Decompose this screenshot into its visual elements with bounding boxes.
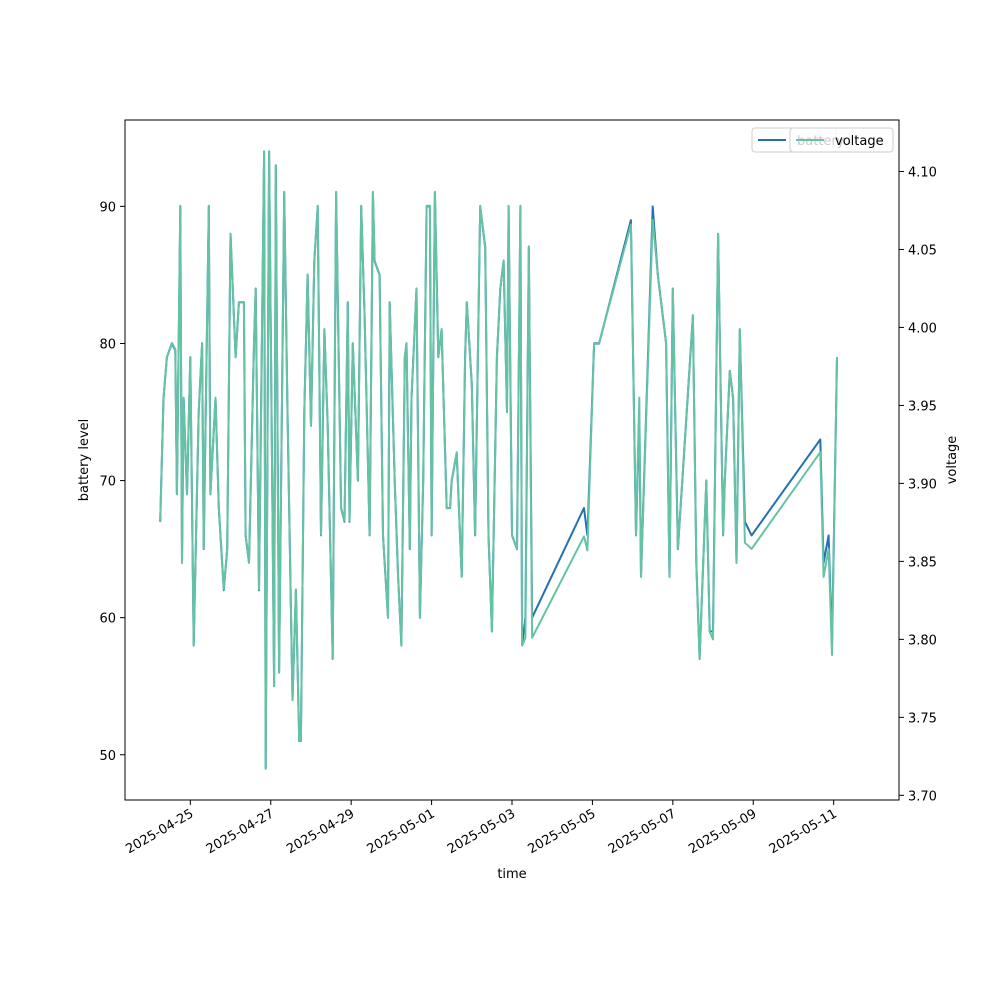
x-axis-label: time (497, 867, 526, 882)
legend: voltage (789, 127, 894, 153)
y2-tick-label: 3.70 (908, 789, 937, 804)
plot-frame (124, 119, 900, 801)
y2-tick-label: 3.75 (908, 711, 937, 726)
y2-tick-label: 3.85 (908, 555, 937, 570)
legend-box (789, 127, 894, 153)
y2-tick-label: 3.90 (908, 477, 937, 492)
y2-tick-label: 3.95 (908, 399, 937, 414)
x-tick-label: 2025-04-27 (204, 806, 277, 857)
y2-tick-label: 4.05 (908, 243, 937, 258)
series-line (159, 150, 838, 770)
x-tick-label: 2025-05-05 (525, 806, 598, 857)
y-axis-label: battery level (77, 419, 92, 502)
y2-tick-label: 4.00 (908, 321, 937, 336)
x-tick-label: 2025-05-07 (606, 806, 679, 857)
x-tick-label: 2025-05-11 (767, 806, 840, 857)
y-tick-label: 70 (99, 475, 116, 490)
y-tick-label: 80 (99, 337, 116, 352)
x-tick-label: 2025-04-25 (123, 806, 196, 857)
y2-tick-label: 3.80 (908, 633, 937, 648)
x-tick-label: 2025-05-09 (686, 806, 759, 857)
x-tick-label: 2025-05-01 (365, 806, 438, 857)
legend-label: voltage (835, 134, 884, 149)
y-tick-label: 60 (99, 612, 116, 627)
y-tick-label: 90 (99, 200, 116, 215)
y2-axis-label: voltage (945, 436, 960, 485)
x-tick-label: 2025-05-03 (445, 806, 518, 857)
series-line (159, 150, 838, 770)
y2-tick-label: 4.10 (908, 165, 937, 180)
y-tick-label: 50 (99, 749, 116, 764)
x-tick-label: 2025-04-29 (284, 806, 357, 857)
